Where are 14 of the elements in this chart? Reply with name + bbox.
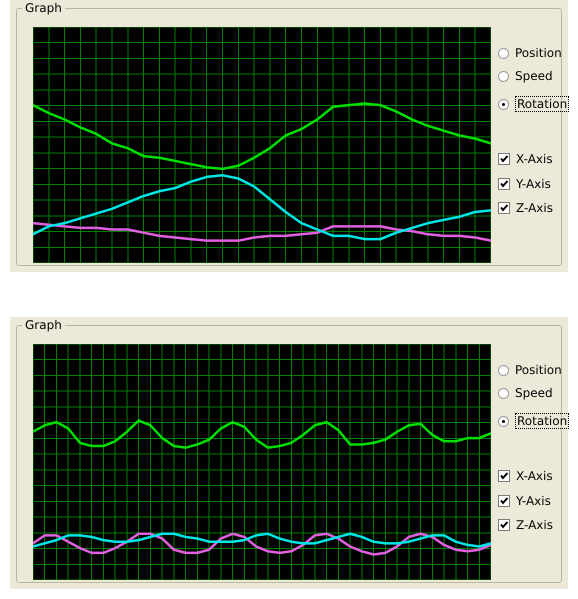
text: Z-Axis [516, 518, 553, 532]
text: X-Axis [516, 469, 553, 483]
text: Position [515, 46, 562, 60]
text: Rotation [515, 96, 570, 112]
text: Speed [515, 386, 553, 400]
chart-title: Graph [22, 318, 65, 332]
text: Rotation [515, 413, 570, 429]
text: Speed [515, 69, 553, 83]
text: X-Axis [516, 152, 553, 166]
text: Y-Axis [516, 494, 551, 508]
chart-title: Graph [22, 1, 65, 15]
text: Z-Axis [516, 201, 553, 215]
text: Y-Axis [516, 177, 551, 191]
text: Position [515, 363, 562, 377]
